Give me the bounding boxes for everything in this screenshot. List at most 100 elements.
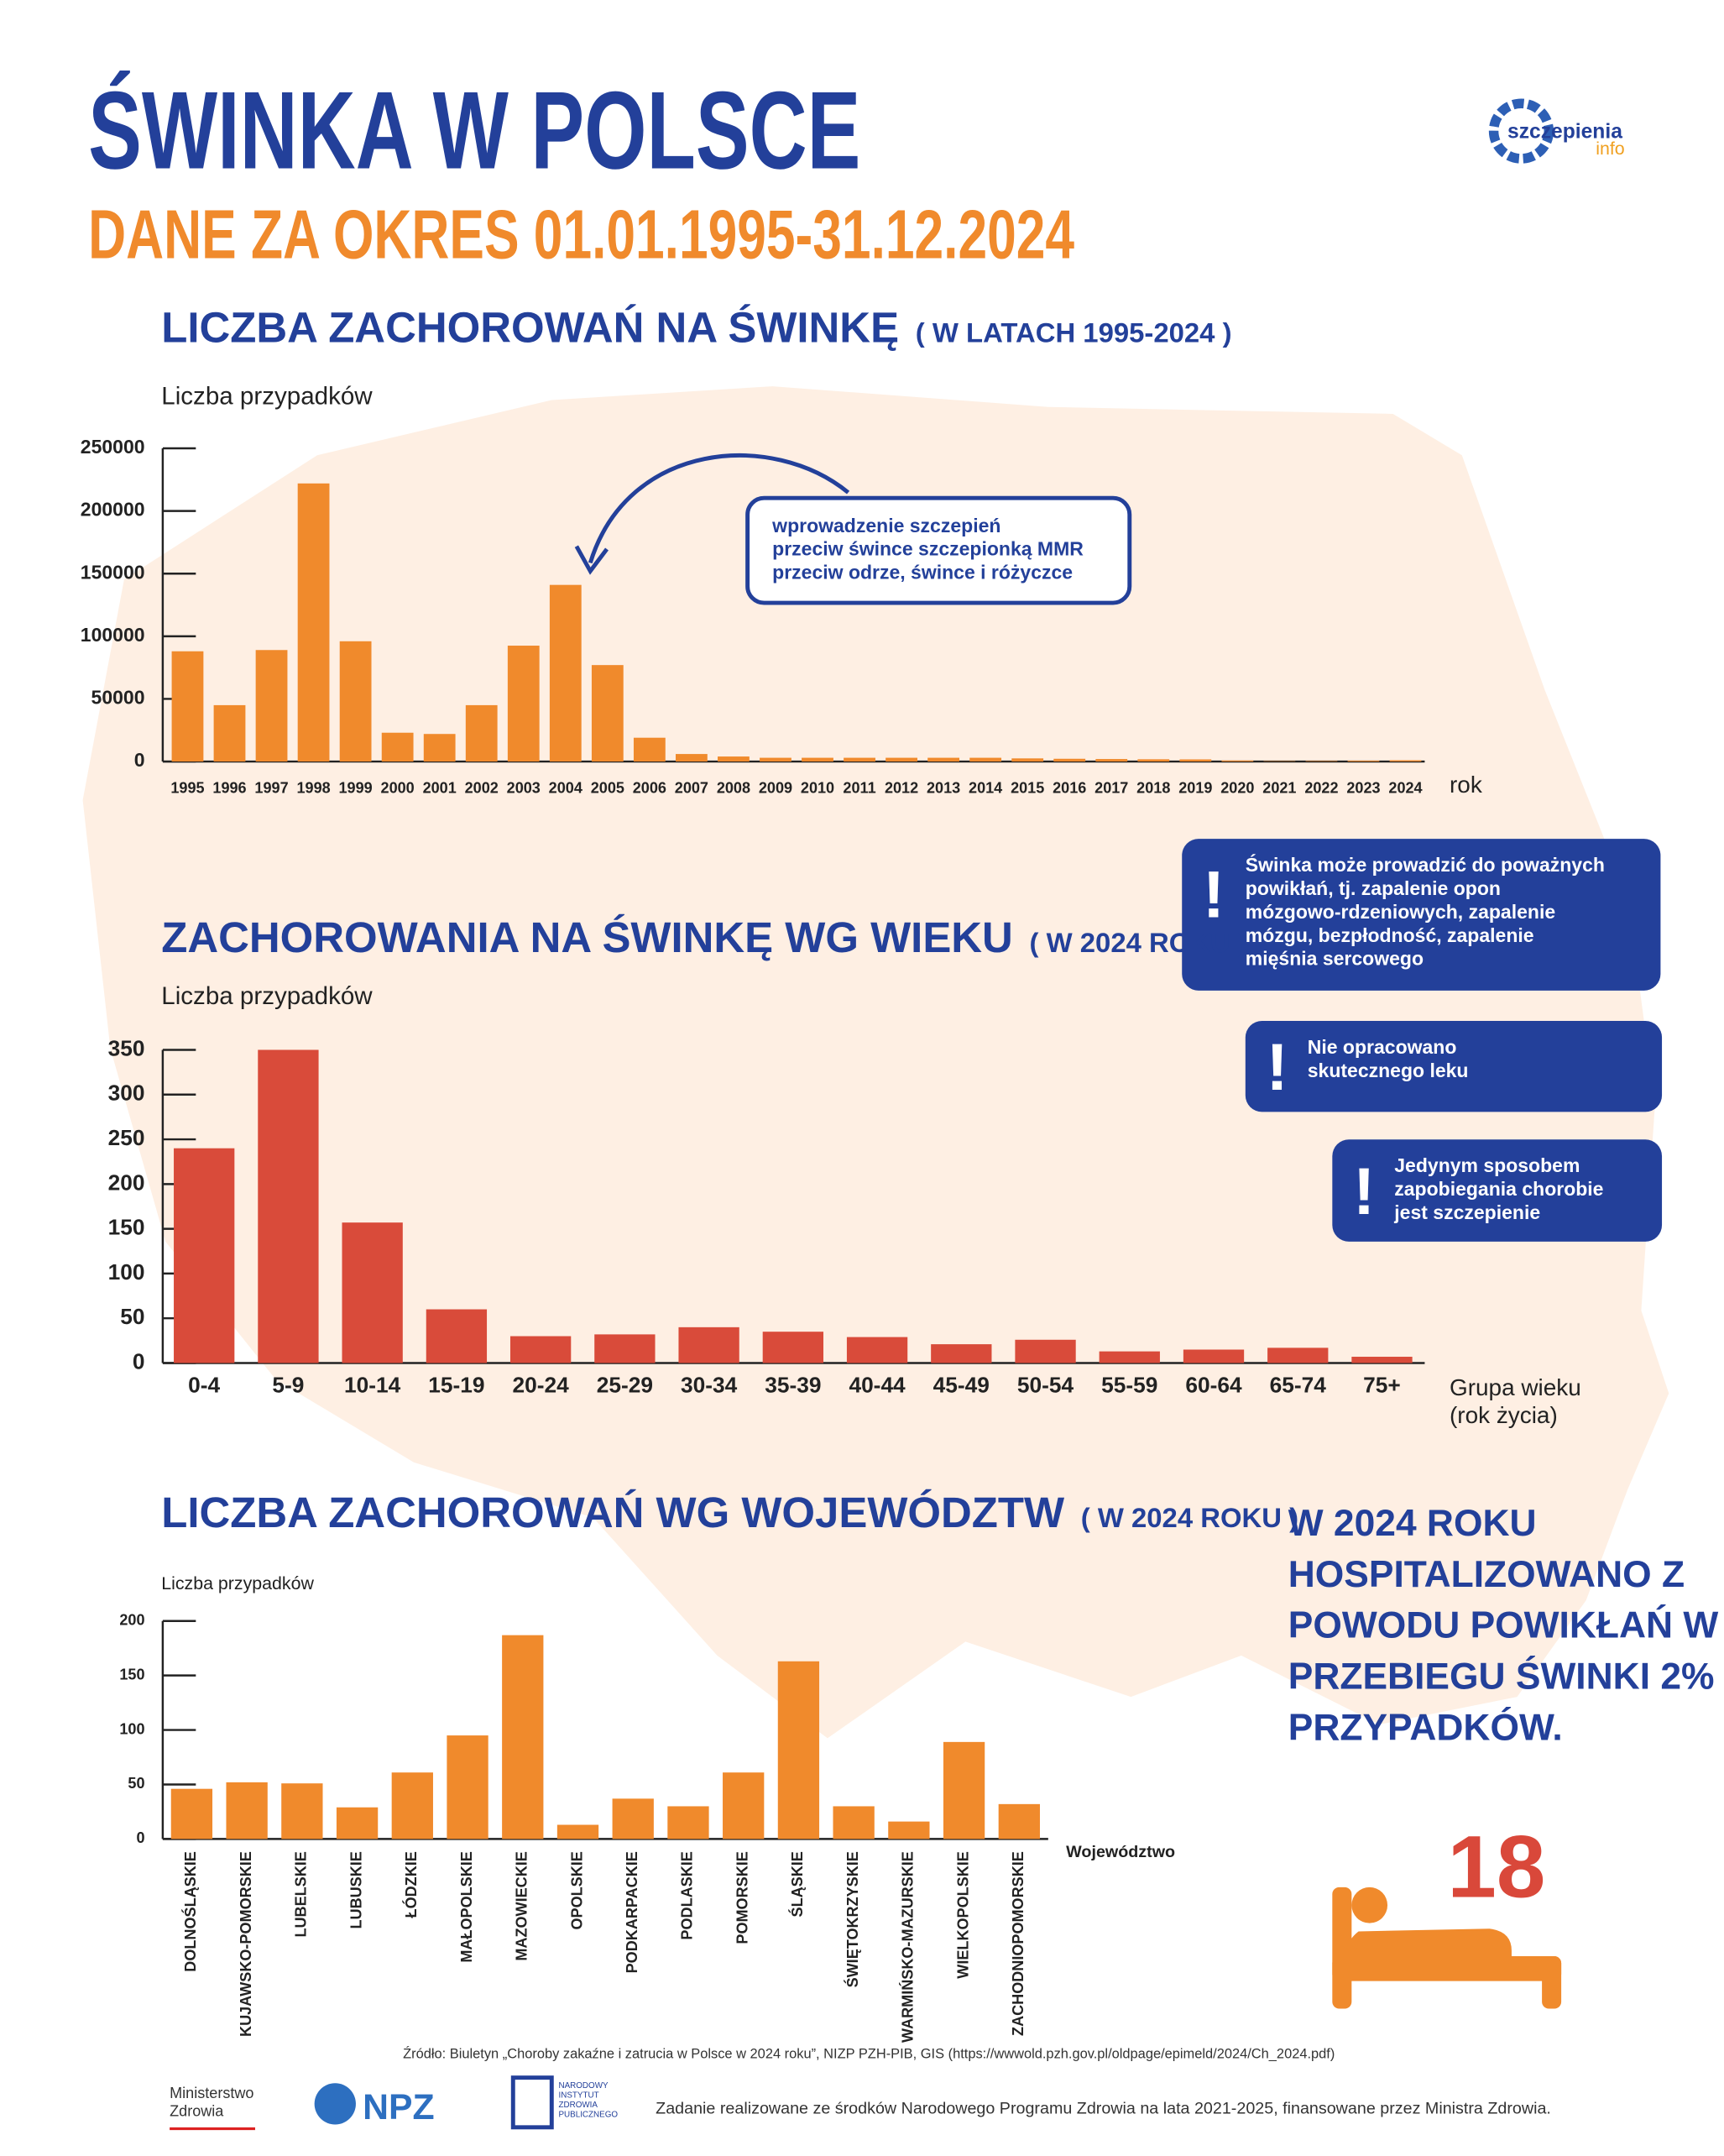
- callout-text: Jedynym sposobem: [1394, 1154, 1580, 1176]
- page-title: ŚWINKA W POLSCE: [88, 68, 860, 191]
- bar: [1100, 1352, 1160, 1363]
- annotation-text: przeciw odrze, śwince i różyczce: [772, 562, 1073, 583]
- x-tick-label: 35-39: [765, 1372, 821, 1397]
- bar: [1095, 759, 1127, 761]
- bar: [613, 1798, 654, 1839]
- x-tick-label: 1997: [254, 780, 288, 797]
- bar: [392, 1772, 433, 1839]
- x-tick-label: PODLASKIE: [679, 1851, 696, 1939]
- bar: [676, 754, 708, 761]
- x-tick-label: 2016: [1053, 780, 1086, 797]
- x-tick-label: ZACHODNIOPOMORSKIE: [1010, 1851, 1027, 2036]
- callout-text: mózgowo-rdzeniowych, zapalenie: [1246, 901, 1555, 923]
- bar: [969, 758, 1001, 761]
- y-tick-label: 150: [108, 1215, 145, 1240]
- ministry-logo: Ministerstwo: [170, 2085, 253, 2101]
- bar: [342, 1222, 403, 1363]
- callout-text: zapobiegania chorobie: [1394, 1178, 1603, 1200]
- y-axis-label: Liczba przypadków: [161, 382, 373, 410]
- x-tick-label: LUBUSKIE: [347, 1851, 364, 1928]
- hospitalized-count: 18: [1447, 1818, 1545, 1916]
- hospitalization-text: PRZYPADKÓW.: [1288, 1706, 1563, 1748]
- exclamation-icon: !: [1203, 858, 1225, 932]
- chart-title: ZACHOROWANIA NA ŚWINKĘ WG WIEKU: [161, 913, 1013, 961]
- icon-bed: [1332, 1956, 1561, 1981]
- x-tick-label: ŁÓDZKIE: [402, 1851, 420, 1918]
- bar: [844, 758, 875, 761]
- bar: [1183, 1349, 1244, 1363]
- callout-text: mięśnia sercowego: [1246, 948, 1424, 970]
- x-tick-label: 2000: [381, 780, 415, 797]
- x-tick-label: 65-74: [1270, 1372, 1327, 1397]
- bar: [999, 1804, 1040, 1839]
- x-tick-label: MAZOWIECKIE: [514, 1851, 530, 1960]
- x-tick-label: 55-59: [1101, 1372, 1157, 1397]
- bar: [214, 705, 246, 761]
- bar: [337, 1808, 378, 1839]
- y-tick-label: 350: [108, 1035, 145, 1060]
- bar: [594, 1334, 655, 1363]
- callout-text: mózgu, bezpłodność, zapalenie: [1246, 924, 1534, 946]
- logo: szczepienia info: [1494, 103, 1625, 159]
- x-tick-label: 2023: [1346, 780, 1380, 797]
- icon-bed-leg: [1542, 1956, 1561, 2008]
- bar: [1053, 759, 1085, 761]
- bar: [447, 1735, 488, 1839]
- bar: [886, 758, 917, 761]
- bar: [1351, 1357, 1412, 1363]
- x-tick-label: 20-24: [513, 1372, 570, 1397]
- y-tick-label: 200000: [81, 499, 145, 521]
- exclamation-icon: !: [1353, 1154, 1375, 1228]
- x-tick-label: 2010: [801, 780, 834, 797]
- x-tick-label: 2014: [969, 780, 1002, 797]
- bar: [778, 1661, 819, 1839]
- x-tick-label: 60-64: [1185, 1372, 1242, 1397]
- x-tick-label: 40-44: [849, 1372, 906, 1397]
- x-tick-label: OPOLSKIE: [568, 1851, 585, 1929]
- y-tick-label: 0: [133, 1348, 145, 1374]
- x-tick-label: 50-54: [1017, 1372, 1074, 1397]
- y-tick-label: 100: [119, 1720, 144, 1737]
- icon-bed-head: [1332, 1887, 1351, 2009]
- chart-subtitle: ( W LATACH 1995-2024 ): [916, 317, 1232, 348]
- bar: [1137, 759, 1169, 761]
- hospitalization-text: POWODU POWIKŁAŃ W: [1288, 1604, 1719, 1646]
- y-tick-label: 300: [108, 1081, 145, 1106]
- x-tick-label: 2009: [759, 780, 792, 797]
- x-axis-label: Województwo: [1066, 1843, 1175, 1861]
- x-tick-label: 2018: [1136, 780, 1170, 797]
- bar: [718, 756, 750, 761]
- x-tick-label: 2013: [927, 780, 960, 797]
- bar: [426, 1310, 487, 1363]
- x-tick-label: 1999: [339, 780, 373, 797]
- page-subtitle: DANE ZA OKRES 01.01.1995-31.12.2024: [88, 196, 1074, 273]
- x-tick-label: 30-34: [681, 1372, 738, 1397]
- callout-text: jest szczepienie: [1393, 1201, 1540, 1223]
- bar: [1267, 1348, 1328, 1363]
- y-tick-label: 150: [119, 1666, 144, 1682]
- annotation-text: wprowadzenie szczepień: [771, 515, 1000, 536]
- y-tick-label: 100: [108, 1259, 145, 1285]
- y-tick-label: 50000: [91, 687, 145, 709]
- y-tick-label: 0: [136, 1829, 144, 1846]
- bar: [502, 1635, 543, 1839]
- bar: [171, 1789, 212, 1839]
- x-tick-label: 2019: [1178, 780, 1212, 797]
- bar: [340, 641, 372, 761]
- source: Źródło: Biuletyn „Choroby zakaźne i zatr…: [403, 2046, 1335, 2062]
- chart-subtitle: ( W 2024 ROKU ): [1081, 1502, 1298, 1533]
- x-tick-label: 2001: [423, 780, 457, 797]
- x-tick-label: 1996: [212, 780, 246, 797]
- y-tick-label: 50: [120, 1304, 144, 1329]
- bar: [943, 1742, 985, 1839]
- x-tick-label: 2006: [633, 780, 666, 797]
- x-tick-label: 5-9: [272, 1372, 304, 1397]
- y-axis-label: Liczba przypadków: [161, 982, 373, 1010]
- x-tick-label: 1995: [170, 780, 204, 797]
- x-tick-label: 2022: [1304, 780, 1338, 797]
- bar: [172, 652, 204, 761]
- bar: [466, 705, 498, 761]
- bar: [847, 1337, 907, 1363]
